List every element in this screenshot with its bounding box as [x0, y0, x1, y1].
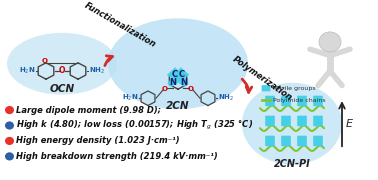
Text: O: O [162, 86, 168, 92]
FancyBboxPatch shape [281, 116, 291, 126]
Text: Nitrile groups: Nitrile groups [273, 86, 316, 91]
Text: High breakdown strength (219.4 kV·mm⁻¹): High breakdown strength (219.4 kV·mm⁻¹) [16, 152, 218, 161]
Ellipse shape [7, 33, 117, 95]
Text: NH$_2$: NH$_2$ [218, 93, 234, 103]
Text: High k (4.80); low loss (0.00157); High T$_g$ (325 °C): High k (4.80); low loss (0.00157); High … [16, 119, 253, 132]
Polygon shape [167, 67, 189, 87]
Text: NH$_2$: NH$_2$ [89, 66, 105, 76]
Text: O: O [188, 86, 194, 92]
Text: N: N [169, 78, 176, 87]
Text: H$_2$N: H$_2$N [121, 93, 138, 103]
FancyBboxPatch shape [297, 136, 307, 146]
Circle shape [5, 106, 14, 114]
Text: Functionalization: Functionalization [83, 1, 157, 50]
Text: N: N [180, 78, 187, 87]
FancyBboxPatch shape [265, 116, 275, 126]
Circle shape [319, 32, 341, 52]
Text: C: C [172, 70, 178, 79]
Text: O: O [59, 66, 65, 75]
FancyBboxPatch shape [297, 96, 307, 106]
FancyBboxPatch shape [313, 116, 323, 126]
FancyBboxPatch shape [265, 136, 275, 146]
FancyBboxPatch shape [313, 136, 323, 146]
Text: Large dipole moment (9.98 D);: Large dipole moment (9.98 D); [16, 105, 161, 114]
FancyBboxPatch shape [265, 96, 275, 106]
Text: C: C [178, 70, 184, 79]
Text: E: E [346, 119, 353, 129]
Text: 2CN: 2CN [166, 100, 190, 111]
Text: 2CN-PI: 2CN-PI [274, 159, 310, 169]
Text: OCN: OCN [50, 84, 74, 94]
Text: High energy density (1.023 J·cm⁻¹): High energy density (1.023 J·cm⁻¹) [16, 136, 180, 145]
Circle shape [5, 121, 14, 130]
FancyBboxPatch shape [262, 85, 270, 91]
Text: Polyimide chains: Polyimide chains [273, 98, 325, 103]
Text: O: O [42, 58, 48, 64]
Circle shape [5, 152, 14, 160]
Text: Polymerization: Polymerization [231, 54, 294, 102]
FancyBboxPatch shape [281, 136, 291, 146]
FancyBboxPatch shape [313, 96, 323, 106]
FancyBboxPatch shape [281, 96, 291, 106]
Ellipse shape [242, 83, 342, 165]
Circle shape [5, 137, 14, 145]
Ellipse shape [108, 18, 248, 109]
FancyBboxPatch shape [297, 116, 307, 126]
Text: H$_2$N: H$_2$N [19, 66, 35, 76]
Polygon shape [167, 67, 189, 87]
